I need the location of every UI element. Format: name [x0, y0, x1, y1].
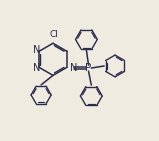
- Text: Cl: Cl: [49, 30, 58, 39]
- Text: N: N: [33, 63, 40, 73]
- Text: N: N: [70, 63, 77, 73]
- Text: N: N: [33, 45, 40, 55]
- Text: P: P: [85, 63, 92, 73]
